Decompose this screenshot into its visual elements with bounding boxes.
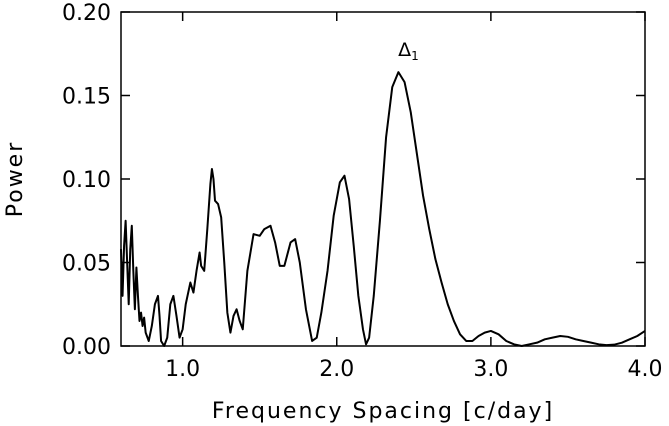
y-tick-label: 0.10 bbox=[62, 168, 111, 193]
y-axis-ticks: 0.00 0.05 0.10 0.15 0.20 bbox=[62, 1, 645, 360]
annotation-delta1-label: Δ1 bbox=[398, 39, 419, 63]
y-tick-label: 0.15 bbox=[62, 85, 111, 110]
x-tick-label: 4.0 bbox=[628, 357, 663, 382]
y-tick-label: 0.05 bbox=[62, 252, 111, 277]
annotation-subscript: 1 bbox=[411, 49, 419, 63]
y-axis-title: Power bbox=[3, 141, 28, 218]
x-axis-ticks: 1.0 2.0 3.0 4.0 bbox=[165, 12, 663, 382]
y-tick-label: 0.00 bbox=[62, 335, 111, 360]
x-tick-label: 1.0 bbox=[165, 357, 200, 382]
y-tick-label: 0.20 bbox=[62, 1, 111, 26]
series-line bbox=[120, 71, 646, 347]
x-tick-label: 3.0 bbox=[473, 357, 508, 382]
x-tick-label: 2.0 bbox=[319, 357, 354, 382]
x-axis-title: Frequency Spacing [c/day] bbox=[212, 399, 554, 424]
